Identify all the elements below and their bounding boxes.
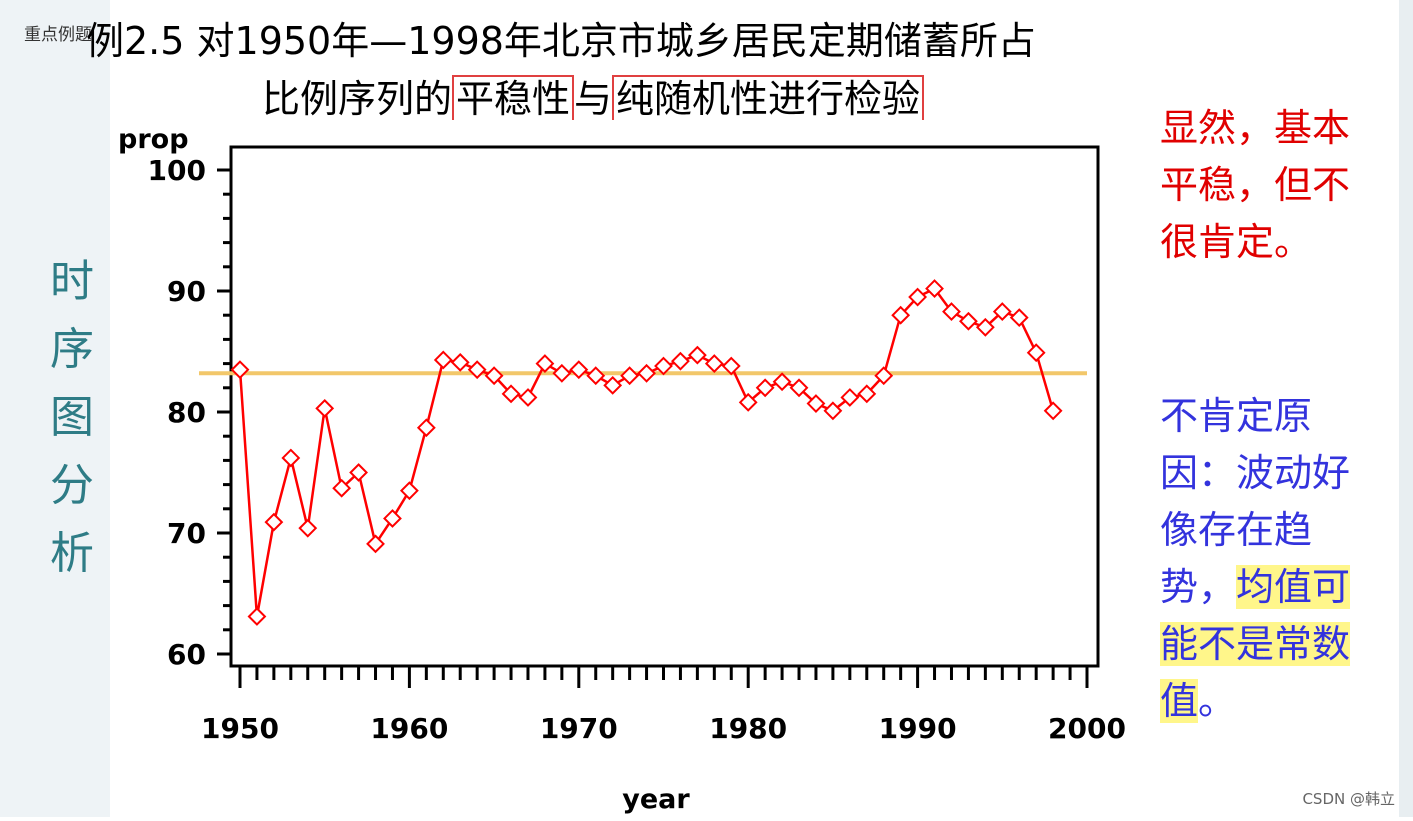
data-point-marker bbox=[908, 287, 928, 307]
y-tick-label: 90 bbox=[167, 275, 206, 308]
note-blue-text: 不肯定原因：波动好像存在趋势， bbox=[1160, 394, 1351, 609]
data-point-marker bbox=[484, 366, 504, 386]
note-blue-tail: 。 bbox=[1198, 679, 1237, 723]
data-point-marker bbox=[671, 351, 690, 371]
data-point-marker bbox=[569, 360, 589, 380]
data-point-marker bbox=[891, 305, 911, 325]
title-boxed-randomness: 纯随机性进行检验 bbox=[612, 75, 925, 123]
title-mid: 与 bbox=[574, 77, 613, 121]
title-prefix: 比例序列的 bbox=[262, 77, 453, 121]
data-point-marker bbox=[366, 534, 385, 554]
data-point-marker bbox=[1026, 343, 1046, 363]
side-label-char: 图 bbox=[50, 392, 94, 443]
data-point-marker bbox=[772, 372, 792, 392]
data-point-marker bbox=[416, 418, 436, 438]
corner-tag: 重点例题 bbox=[24, 25, 92, 45]
side-label-char: 分 bbox=[50, 460, 94, 511]
data-point-marker bbox=[264, 512, 284, 532]
data-point-marker bbox=[823, 401, 843, 421]
data-point-marker bbox=[298, 518, 318, 538]
data-point-marker bbox=[535, 354, 555, 374]
data-point-marker bbox=[518, 388, 538, 407]
data-point-marker bbox=[349, 463, 368, 482]
data-point-marker bbox=[975, 317, 995, 337]
x-tick-label: 1990 bbox=[879, 712, 957, 745]
data-point-marker bbox=[925, 279, 944, 298]
data-point-marker bbox=[755, 378, 775, 398]
left-band bbox=[0, 0, 110, 817]
data-point-marker bbox=[704, 354, 724, 374]
data-point-marker bbox=[874, 366, 894, 386]
watermark: CSDN @韩立 bbox=[1302, 790, 1395, 808]
right-band bbox=[1399, 0, 1413, 817]
y-tick-label: 60 bbox=[167, 638, 206, 671]
note-blue: 不肯定原因：波动好像存在趋势，均值可能不是常数值。 bbox=[1160, 388, 1360, 730]
data-point-marker bbox=[247, 607, 267, 626]
data-point-marker bbox=[840, 388, 860, 407]
data-point-marker bbox=[959, 311, 978, 331]
y-tick-label: 80 bbox=[167, 396, 206, 429]
side-label: 时 序 图 分 析 bbox=[44, 248, 100, 588]
data-point-marker bbox=[281, 448, 301, 468]
data-point-marker bbox=[857, 384, 877, 404]
x-tick-label: 2000 bbox=[1048, 712, 1126, 745]
data-point-marker bbox=[992, 302, 1012, 321]
data-point-marker bbox=[450, 352, 470, 372]
title-boxed-stationarity: 平稳性 bbox=[452, 75, 575, 123]
data-point-marker bbox=[332, 478, 352, 498]
plot-frame bbox=[229, 145, 1100, 668]
data-point-marker bbox=[738, 392, 758, 412]
y-tick-label: 70 bbox=[167, 517, 206, 550]
data-point-marker bbox=[637, 363, 656, 383]
data-point-marker bbox=[654, 356, 673, 376]
side-label-char: 时 bbox=[50, 256, 94, 307]
data-point-marker bbox=[1009, 308, 1029, 328]
data-point-marker bbox=[789, 378, 809, 398]
y-tick-label: 100 bbox=[148, 154, 206, 187]
data-point-marker bbox=[315, 398, 335, 418]
data-point-marker bbox=[942, 302, 961, 321]
series-line bbox=[238, 286, 1055, 617]
side-label-char: 析 bbox=[50, 528, 94, 579]
data-point-marker bbox=[603, 375, 623, 395]
data-point-marker bbox=[383, 509, 402, 528]
side-label-char: 序 bbox=[50, 324, 94, 375]
time-series-chart: prop year 60 70 80 90 100 1950 1960 1970 1980 19… bbox=[110, 120, 1132, 817]
data-point-marker bbox=[806, 394, 826, 413]
data-point-marker bbox=[552, 363, 572, 383]
x-tick-label: 1950 bbox=[201, 712, 279, 745]
data-point-marker bbox=[230, 360, 250, 380]
x-tick-label: 1960 bbox=[370, 712, 448, 745]
y-axis-label: prop bbox=[118, 124, 189, 155]
data-point-marker bbox=[687, 345, 707, 365]
title-line-1: 例2.5 对1950年—1998年北京市城乡居民定期储蓄所占 bbox=[86, 19, 1036, 63]
data-point-marker bbox=[586, 366, 606, 386]
x-axis-label: year bbox=[622, 784, 690, 815]
data-point-marker bbox=[433, 350, 453, 370]
data-point-marker bbox=[721, 356, 741, 376]
chart-svg: prop year 60 70 80 90 100 1950 1960 1970 1980 19… bbox=[118, 124, 1126, 815]
x-tick-label: 1970 bbox=[540, 712, 618, 745]
data-point-marker bbox=[501, 384, 521, 404]
data-point-marker bbox=[467, 360, 487, 380]
note-red: 显然，基本平稳，但不很肯定。 bbox=[1160, 106, 1351, 264]
data-point-marker bbox=[1043, 401, 1063, 421]
data-point-marker bbox=[620, 366, 640, 386]
title-line-2: 比例序列的 平稳性与纯随机性进行检验 bbox=[262, 68, 925, 123]
x-tick-label: 1980 bbox=[709, 712, 787, 745]
data-point-marker bbox=[399, 481, 419, 501]
